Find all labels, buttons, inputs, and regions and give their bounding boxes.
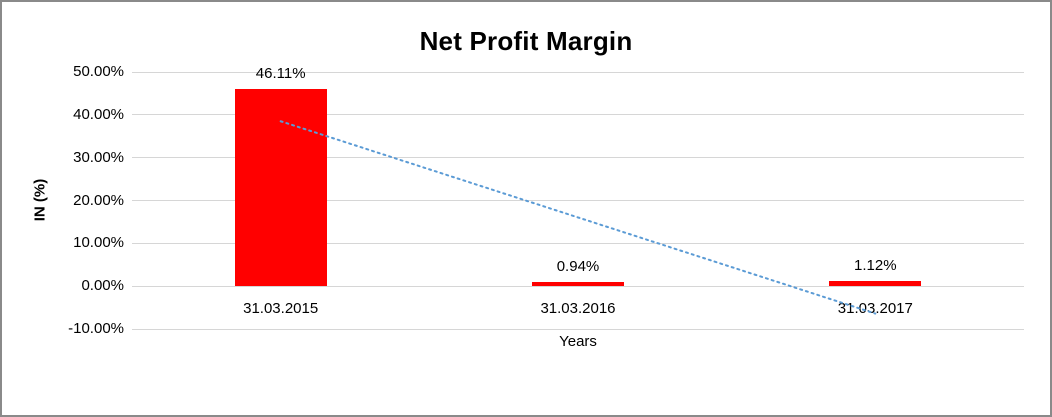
x-tick-label: 31.03.2016 [540, 300, 616, 318]
y-tick-label: 40.00% [73, 105, 124, 123]
bar-value-label: 0.94% [556, 258, 600, 276]
y-tick-label: 10.00% [73, 234, 124, 252]
bar [532, 282, 624, 287]
bar-value-label: 1.12% [854, 257, 897, 275]
bar-value-label: 46.11% [255, 64, 306, 82]
y-tick-label: -10.00% [68, 320, 124, 337]
y-tick-label: 0.00% [81, 277, 124, 295]
x-tick-label: 31.03.2017 [837, 300, 913, 318]
x-tick-label: 31.03.2015 [243, 300, 319, 318]
gridline [132, 328, 1024, 330]
y-tick-label: 20.00% [73, 191, 124, 209]
gridline [132, 114, 1024, 116]
bar [829, 281, 922, 287]
gridline [132, 71, 1024, 73]
chart-title: Net Profit Margin [419, 26, 633, 56]
bar [234, 88, 327, 287]
y-tick-label: 30.00% [73, 148, 124, 166]
x-axis-title: Years [559, 333, 597, 350]
y-tick-label: 50.00% [73, 63, 124, 80]
